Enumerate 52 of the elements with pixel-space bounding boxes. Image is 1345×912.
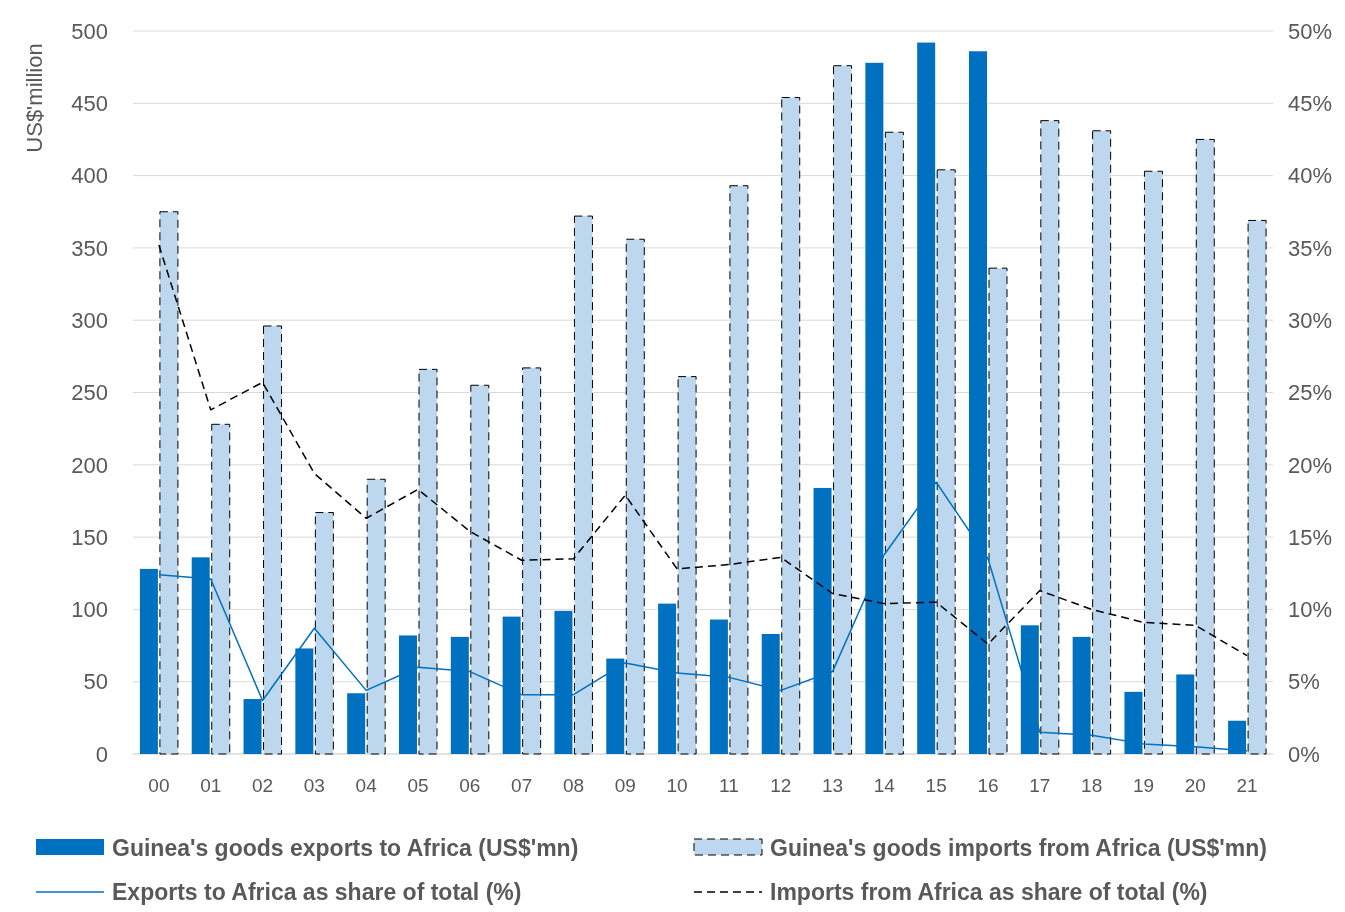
y2-tick-label: 30% — [1288, 307, 1333, 333]
x-tick-label: 21 — [1236, 774, 1258, 796]
x-tick-label: 06 — [459, 774, 481, 796]
x-tick-label: 03 — [303, 774, 325, 796]
x-tick-label: 11 — [719, 774, 739, 796]
x-tick-label: 10 — [666, 774, 688, 796]
legend-label: Imports from Africa as share of total (%) — [770, 879, 1208, 906]
x-tick-label: 20 — [1184, 774, 1206, 796]
x-tick-label: 12 — [770, 774, 792, 796]
x-tick-label: 18 — [1081, 774, 1103, 796]
y2-tick-label: 40% — [1288, 163, 1333, 189]
y-tick-label: 400 — [71, 163, 108, 189]
bar — [314, 512, 334, 755]
y-tick-label: 50 — [83, 669, 108, 695]
y2-tick-label: 45% — [1288, 91, 1333, 116]
legend-label: Guinea's goods exports to Africa (US$'mn) — [112, 835, 579, 862]
y2-tick-label: 0% — [1288, 741, 1320, 767]
y-tick-label: 500 — [71, 18, 108, 44]
y2-tick-label: 25% — [1288, 380, 1333, 406]
x-tick-label: 02 — [251, 774, 274, 796]
x-tick-label: 04 — [355, 774, 378, 796]
y-tick-label: 100 — [71, 597, 108, 623]
legend-label: Exports to Africa as share of total (%) — [112, 879, 522, 906]
legend-label: Guinea's goods imports from Africa (US$'mn) — [770, 835, 1267, 862]
x-tick-label: 16 — [977, 774, 999, 796]
y2-tick-label: 10% — [1288, 597, 1333, 623]
y-tick-label: 450 — [71, 91, 108, 116]
x-tick-label: 14 — [873, 774, 896, 796]
y2-tick-label: 35% — [1288, 235, 1333, 261]
x-tick-label: 05 — [407, 774, 429, 796]
x-tick-label: 19 — [1132, 774, 1155, 796]
y-tick-label: 0 — [95, 741, 108, 767]
bar — [347, 693, 366, 754]
x-tick-label: 13 — [821, 774, 844, 796]
y2-tick-label: 15% — [1288, 524, 1333, 550]
x-tick-label: 07 — [511, 774, 533, 796]
y-tick-label: 300 — [71, 307, 108, 333]
x-tick-label: 09 — [614, 774, 636, 796]
x-tick-label: 01 — [200, 774, 222, 796]
y-axis-title: US$'million — [22, 43, 47, 153]
y-tick-label: 200 — [71, 452, 108, 478]
x-tick-label: 17 — [1029, 774, 1051, 796]
y-tick-label: 350 — [71, 235, 108, 261]
x-tick-label: 15 — [925, 774, 947, 796]
y-tick-label: 150 — [71, 524, 108, 550]
bar — [211, 423, 231, 755]
y-tick-label: 250 — [71, 380, 108, 406]
y2-tick-label: 20% — [1288, 452, 1333, 478]
y2-tick-label: 5% — [1288, 669, 1320, 695]
x-tick-label: 08 — [562, 774, 585, 796]
y2-tick-label: 50% — [1288, 18, 1333, 44]
x-tick-label: 00 — [148, 774, 170, 796]
